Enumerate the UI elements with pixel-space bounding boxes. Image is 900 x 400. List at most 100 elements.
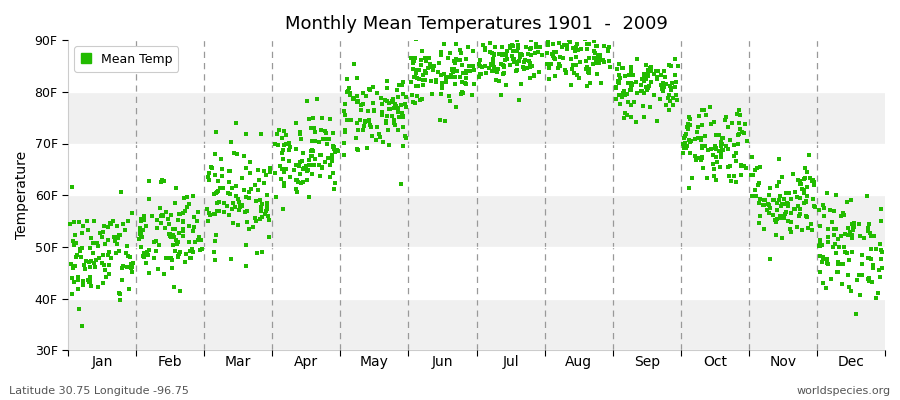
Point <box>544 26 558 32</box>
Point <box>526 72 541 78</box>
Point <box>355 102 369 108</box>
Point <box>693 157 707 163</box>
Bar <box>68 247 885 298</box>
Point <box>154 212 168 219</box>
Point <box>555 43 570 50</box>
Point <box>173 249 187 255</box>
Point <box>380 84 394 91</box>
Point <box>313 173 328 179</box>
Point <box>516 64 530 70</box>
Point <box>762 210 777 216</box>
Point <box>760 207 775 213</box>
Point <box>600 46 615 53</box>
Point <box>840 250 854 256</box>
Point <box>770 183 784 189</box>
Point <box>74 254 88 260</box>
Point <box>178 251 193 258</box>
Point <box>289 189 303 195</box>
Point <box>506 43 520 49</box>
Point <box>511 45 526 52</box>
Point <box>845 232 859 238</box>
Point <box>670 63 685 70</box>
Point <box>452 56 466 63</box>
Point <box>312 152 327 158</box>
Point <box>828 226 842 232</box>
Point <box>708 132 723 138</box>
Point <box>836 261 850 267</box>
Point <box>863 256 878 262</box>
Point <box>485 68 500 74</box>
Point <box>357 118 372 124</box>
Point <box>749 193 763 200</box>
Point <box>439 74 454 80</box>
Point <box>155 212 169 218</box>
Point <box>394 102 409 108</box>
Point <box>710 159 724 165</box>
Point <box>651 68 665 74</box>
Point <box>589 43 603 49</box>
Point <box>831 260 845 267</box>
Point <box>418 58 433 64</box>
Point <box>657 83 671 90</box>
Point <box>635 76 650 82</box>
Point <box>231 198 246 205</box>
Point <box>695 145 709 151</box>
Point <box>277 142 292 148</box>
Point <box>611 79 625 86</box>
Point <box>292 130 307 137</box>
Point <box>611 79 625 85</box>
Point <box>601 43 616 50</box>
Bar <box>68 92 885 144</box>
Point <box>708 146 723 152</box>
Point <box>581 40 596 47</box>
Point <box>612 79 626 86</box>
Point <box>524 28 538 34</box>
Point <box>81 227 95 234</box>
Point <box>292 129 307 135</box>
Point <box>812 207 826 213</box>
Point <box>156 213 170 220</box>
Point <box>641 70 655 76</box>
Point <box>292 162 306 169</box>
Point <box>176 210 190 216</box>
Point <box>732 131 746 138</box>
Point <box>243 158 257 165</box>
Point <box>133 218 148 224</box>
Point <box>86 240 100 246</box>
Point <box>792 195 806 201</box>
Point <box>793 206 807 212</box>
Point <box>289 120 303 126</box>
Point <box>780 203 795 209</box>
Point <box>781 218 796 224</box>
Point <box>407 58 421 64</box>
Point <box>338 112 352 118</box>
Point <box>380 113 394 119</box>
Point <box>638 62 652 69</box>
Point <box>544 33 559 39</box>
Point <box>544 13 559 19</box>
Point <box>770 215 784 222</box>
Point <box>738 120 752 127</box>
Point <box>167 226 182 232</box>
Point <box>277 128 292 134</box>
Point <box>650 118 664 124</box>
Point <box>392 106 406 112</box>
Point <box>243 170 257 176</box>
Point <box>374 112 389 118</box>
Point <box>446 58 461 64</box>
Point <box>442 93 456 100</box>
Point <box>750 165 764 172</box>
Point <box>235 203 249 209</box>
Point <box>320 140 334 147</box>
Point <box>386 120 400 126</box>
Point <box>314 164 328 170</box>
Point <box>96 223 111 229</box>
Point <box>425 64 439 70</box>
Point <box>637 90 652 96</box>
Point <box>821 261 835 268</box>
Point <box>772 193 787 200</box>
Point <box>637 78 652 84</box>
Point <box>101 224 115 230</box>
Point <box>708 154 723 160</box>
Point <box>104 221 118 228</box>
